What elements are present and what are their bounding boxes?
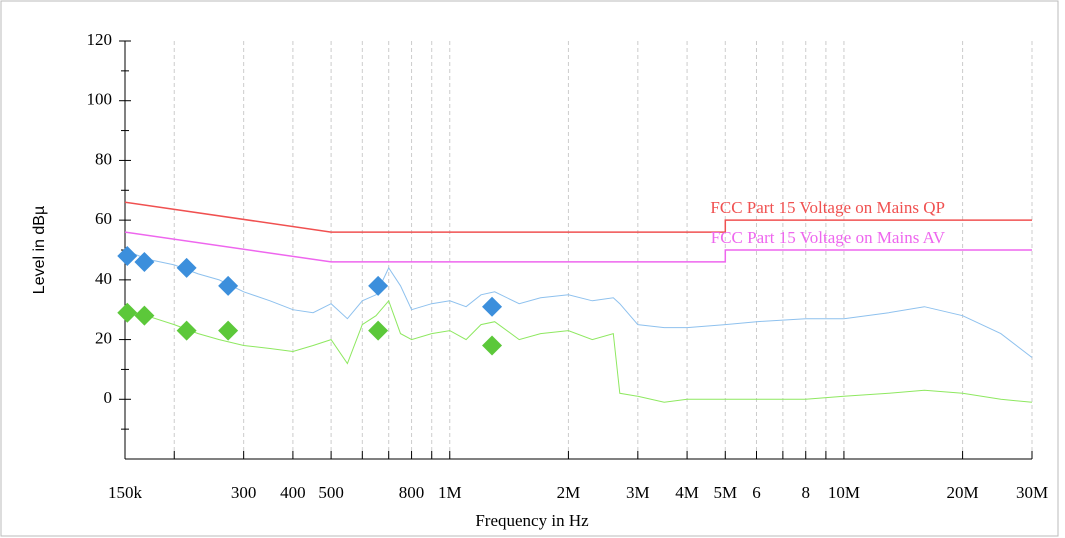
x-tick-label: 300 [231, 483, 257, 502]
marker [117, 245, 138, 266]
x-axis-label: Frequency in Hz [475, 511, 589, 530]
limit-label: FCC Part 15 Voltage on Mains AV [711, 228, 946, 247]
trace [124, 299, 1033, 403]
x-tick-label: 30M [1016, 483, 1048, 502]
marker [218, 320, 239, 341]
marker [176, 257, 197, 278]
marker [368, 275, 389, 296]
x-tick-label: 800 [399, 483, 425, 502]
marker [482, 296, 503, 317]
x-tick-label: 8 [801, 483, 810, 502]
limit-label: FCC Part 15 Voltage on Mains QP [710, 198, 945, 217]
x-tick-label: 6 [752, 483, 761, 502]
marker [117, 302, 138, 323]
y-tick-label: 60 [95, 209, 112, 228]
x-tick-label: 20M [947, 483, 979, 502]
x-tick-label: 10M [828, 483, 860, 502]
y-tick-label: 40 [95, 269, 112, 288]
marker [134, 305, 155, 326]
y-tick-label: 20 [95, 328, 112, 347]
x-tick-label: 1M [438, 483, 462, 502]
marker [218, 275, 239, 296]
x-tick-label: 5M [713, 483, 737, 502]
y-tick-label: 80 [95, 149, 112, 168]
marker [134, 251, 155, 272]
x-tick-label: 3M [626, 483, 650, 502]
x-tick-label: 2M [557, 483, 581, 502]
y-tick-label: 120 [87, 30, 113, 49]
marker [176, 320, 197, 341]
trace [124, 249, 1033, 358]
y-tick-label: 100 [87, 90, 113, 109]
limit-line [124, 231, 1032, 263]
limit-line [124, 201, 1032, 233]
x-tick-label: 4M [675, 483, 699, 502]
x-tick-label: 500 [318, 483, 344, 502]
x-tick-label: 150k [108, 483, 143, 502]
marker [482, 335, 503, 356]
y-axis-label: Level in dBµ [31, 206, 48, 294]
y-tick-label: 0 [104, 388, 113, 407]
x-tick-label: 400 [280, 483, 306, 502]
marker [368, 320, 389, 341]
